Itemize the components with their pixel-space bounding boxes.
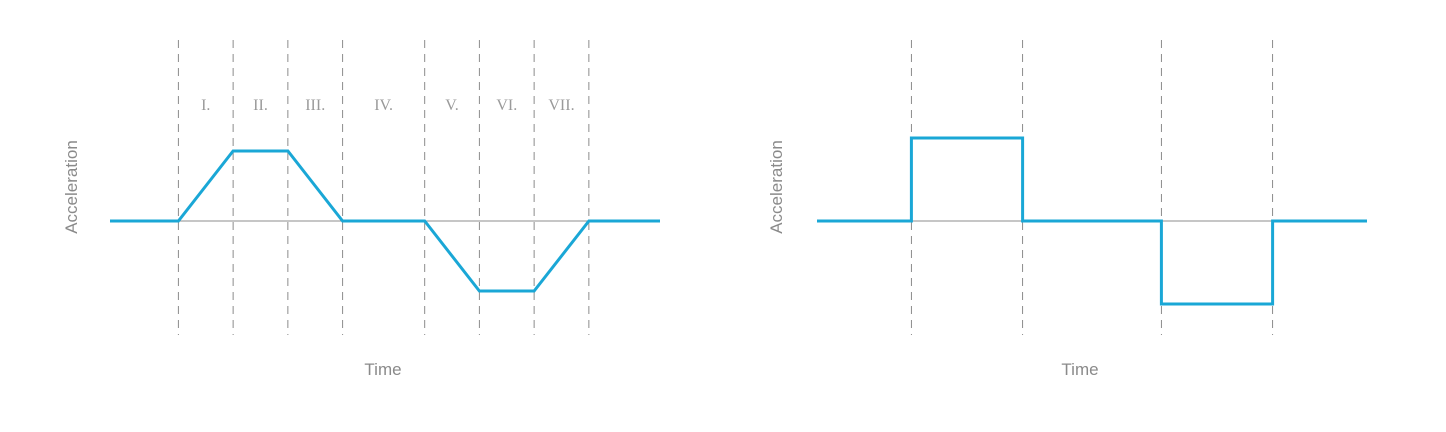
phase-label: I.	[201, 97, 210, 114]
phase-label: III.	[305, 97, 325, 114]
y-axis-label: Acceleration	[767, 140, 786, 234]
acceleration-series-line	[110, 149, 660, 293]
phase-label: II.	[253, 97, 268, 114]
phase-label: V.	[445, 97, 459, 114]
x-axis-label: Time	[364, 360, 401, 379]
x-axis-label: Time	[1061, 360, 1098, 379]
phase-label: VII.	[548, 97, 574, 114]
phase-label: VI.	[496, 97, 517, 114]
acceleration-series-line	[817, 136, 1367, 306]
chart-panel-rectangular: Acceleration Time	[767, 40, 1367, 379]
y-axis-label: Acceleration	[62, 140, 81, 234]
chart-panel-trapezoid: Acceleration Time I. II. III. IV. V. VI. VII.	[62, 40, 660, 379]
phase-label: IV.	[374, 97, 393, 114]
